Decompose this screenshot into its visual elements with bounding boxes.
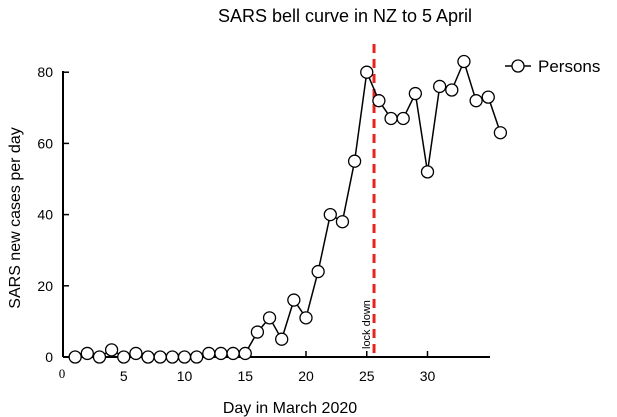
data-point <box>311 264 325 279</box>
x-tick-label: 25 <box>359 368 375 384</box>
data-point <box>408 86 423 101</box>
data-point <box>360 65 374 79</box>
data-point <box>396 111 410 126</box>
lockdown-label: lock down <box>361 300 373 349</box>
data-point <box>153 350 167 364</box>
data-point <box>445 83 459 97</box>
data-point <box>335 215 350 229</box>
data-point <box>469 94 483 108</box>
y-axis-label: SARS new cases per day <box>7 127 24 308</box>
data-point <box>432 79 447 94</box>
data-point <box>202 346 216 361</box>
y-tick-label: 20 <box>37 278 53 294</box>
data-point <box>493 126 508 140</box>
data-point <box>457 54 471 69</box>
data-point <box>68 350 82 364</box>
data-point <box>117 350 131 364</box>
y-tick-label: 60 <box>37 135 53 151</box>
x-tick-label: 15 <box>237 368 253 384</box>
series-line-persons <box>74 59 502 358</box>
data-point <box>214 346 228 361</box>
data-point <box>92 350 107 364</box>
legend-label-persons: Persons <box>538 57 600 76</box>
x-axis-label: Day in March 2020 <box>223 400 357 417</box>
data-point <box>299 311 313 325</box>
data-point <box>80 346 94 361</box>
legend-marker <box>511 59 525 73</box>
axes <box>62 71 490 358</box>
data-point <box>141 350 155 364</box>
y-tick-label: 80 <box>37 64 53 80</box>
data-point <box>372 94 386 108</box>
data-point <box>262 311 277 325</box>
annotations: lock down <box>361 44 376 357</box>
data-points <box>68 54 508 364</box>
data-point <box>238 346 252 361</box>
data-point <box>384 111 398 126</box>
data-point <box>177 350 192 364</box>
y-tick-label: 40 <box>37 207 53 223</box>
data-point <box>129 346 143 361</box>
legend: Persons <box>505 57 600 76</box>
data-point <box>420 165 435 179</box>
chart-title: SARS bell curve in NZ to 5 April <box>218 6 472 26</box>
data-point <box>287 293 301 307</box>
data-point <box>104 343 119 357</box>
data-point <box>347 154 362 168</box>
data-point <box>275 332 289 346</box>
data-point <box>250 325 265 339</box>
x-tick-label: 20 <box>298 368 314 384</box>
x-tick-label: 5 <box>120 368 128 384</box>
data-point <box>481 90 495 104</box>
data-point <box>189 350 204 364</box>
x-origin-label: 0 <box>59 366 66 381</box>
y-tick-label: 0 <box>45 349 53 365</box>
data-point <box>226 346 240 361</box>
data-point <box>323 207 337 222</box>
data-point <box>165 350 180 364</box>
x-tick-label: 10 <box>177 368 193 384</box>
y-ticks: 0 20 40 60 80 <box>37 64 69 365</box>
x-tick-label: 30 <box>420 368 436 384</box>
